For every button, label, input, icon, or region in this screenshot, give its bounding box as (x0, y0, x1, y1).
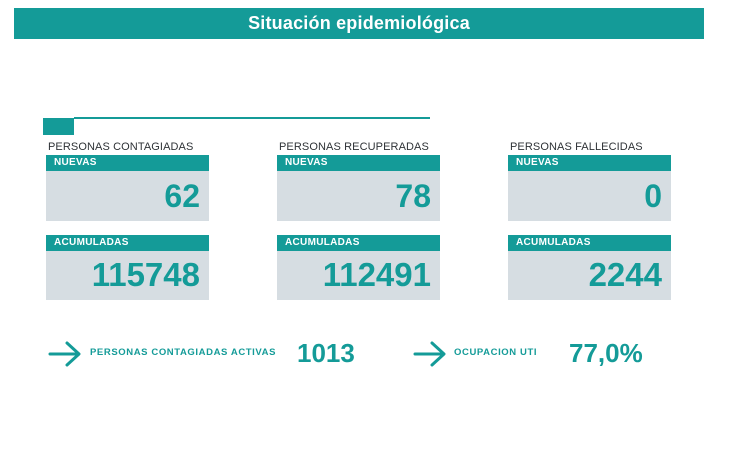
active-cases-value: 1013 (297, 338, 355, 368)
group-title-fallecidas: PERSONAS FALLECIDAS (510, 141, 643, 153)
card-label: NUEVAS (508, 155, 671, 171)
group-title-recuperadas: PERSONAS RECUPERADAS (279, 141, 429, 153)
card-label: NUEVAS (46, 155, 209, 171)
card-label: NUEVAS (277, 155, 440, 171)
icu-occupancy-value: 77,0% (569, 338, 643, 368)
card-value: 62 (164, 178, 200, 214)
decorative-accent-line (74, 117, 430, 119)
card-value: 112491 (322, 256, 431, 293)
card-recuperadas-acumuladas: ACUMULADAS 112491 (277, 235, 440, 300)
card-contagiadas-acumuladas: ACUMULADAS 115748 (46, 235, 209, 300)
card-value: 0 (644, 178, 662, 214)
card-label: ACUMULADAS (46, 235, 209, 251)
page-title-bar: Situación epidemiológica (14, 8, 704, 39)
card-value: 78 (395, 178, 431, 214)
arrow-right-icon (413, 341, 446, 367)
card-fallecidas-acumuladas: ACUMULADAS 2244 (508, 235, 671, 300)
decorative-accent-square (43, 118, 74, 135)
active-cases-label: PERSONAS CONTAGIADAS ACTIVAS (90, 347, 277, 358)
card-value: 2244 (588, 256, 662, 293)
card-contagiadas-nuevas: NUEVAS 62 (46, 155, 209, 221)
card-value: 115748 (91, 256, 200, 293)
card-recuperadas-nuevas: NUEVAS 78 (277, 155, 440, 221)
group-title-contagiadas: PERSONAS CONTAGIADAS (48, 141, 194, 153)
card-label: ACUMULADAS (277, 235, 440, 251)
arrow-right-icon (48, 341, 81, 367)
icu-occupancy-label: OCUPACION UTI (454, 347, 538, 358)
page-title: Situación epidemiológica (248, 13, 470, 33)
card-label: ACUMULADAS (508, 235, 671, 251)
card-fallecidas-nuevas: NUEVAS 0 (508, 155, 671, 221)
